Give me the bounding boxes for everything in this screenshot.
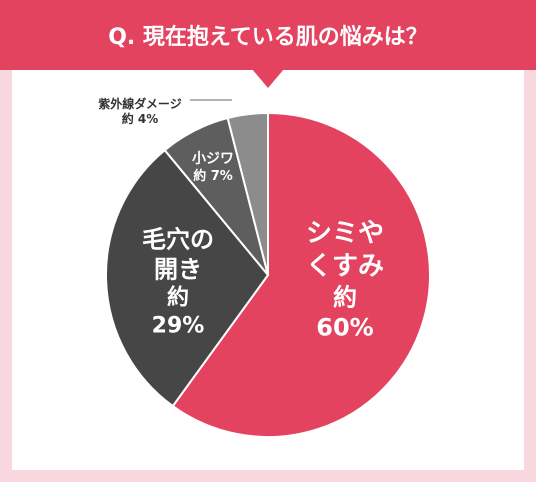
category-label: 毛穴の開き: [142, 225, 214, 284]
slice-label: シミやくすみ約 60%: [305, 218, 385, 343]
header-pointer: [252, 69, 284, 88]
pie-slice: [226, 111, 269, 276]
value-label: 約 7%: [193, 168, 233, 184]
category-label: 紫外線ダメージ: [98, 97, 182, 111]
value-label: 約 29%: [151, 285, 205, 339]
chart-title: Q. 現在抱えている肌の悩みは？: [0, 0, 536, 70]
value-label: 約 4%: [121, 112, 159, 126]
pie-slice: [171, 111, 431, 438]
value-label: 約 60%: [316, 283, 374, 342]
slice-label: 毛穴の開き約 29%: [138, 225, 218, 340]
category-label: シミやくすみ: [305, 218, 384, 282]
pie-slice: [105, 148, 270, 408]
category-label: 小ジワ: [192, 151, 234, 168]
slice-label: 紫外線ダメージ約 4%: [70, 97, 210, 127]
slice-label: 小ジワ約 7%: [183, 151, 243, 185]
